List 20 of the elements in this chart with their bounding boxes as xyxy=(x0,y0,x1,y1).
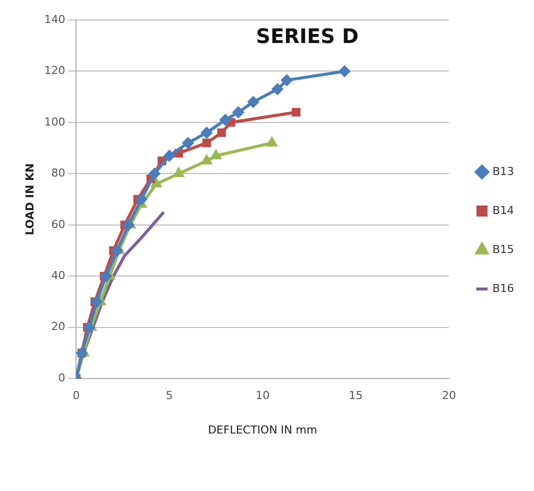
x-tick-label: 0 xyxy=(72,389,80,402)
legend-label: B16 xyxy=(492,282,514,295)
x-tick-label: 20 xyxy=(442,389,456,402)
y-tick-label: 60 xyxy=(51,218,66,231)
x-axis-title: DEFLECTION IN mm xyxy=(208,423,318,436)
y-tick-label: 0 xyxy=(58,371,66,384)
y-axis-title: LOAD IN KN xyxy=(23,163,36,236)
y-tick-label: 40 xyxy=(51,269,66,282)
y-tick-label: 80 xyxy=(51,166,66,180)
y-tick-label: 140 xyxy=(44,12,66,26)
y-tick-label: 120 xyxy=(44,64,66,78)
y-tick-label: 100 xyxy=(44,115,66,128)
chart-title: SERIES D xyxy=(256,24,359,48)
x-tick-label: 15 xyxy=(348,389,363,402)
legend-label: B13 xyxy=(492,164,514,178)
legend-label: B15 xyxy=(492,242,514,256)
y-tick-label: 20 xyxy=(51,320,66,334)
legend-label: B14 xyxy=(492,204,514,217)
x-tick-label: 10 xyxy=(256,389,270,402)
x-tick-label: 5 xyxy=(166,389,173,402)
